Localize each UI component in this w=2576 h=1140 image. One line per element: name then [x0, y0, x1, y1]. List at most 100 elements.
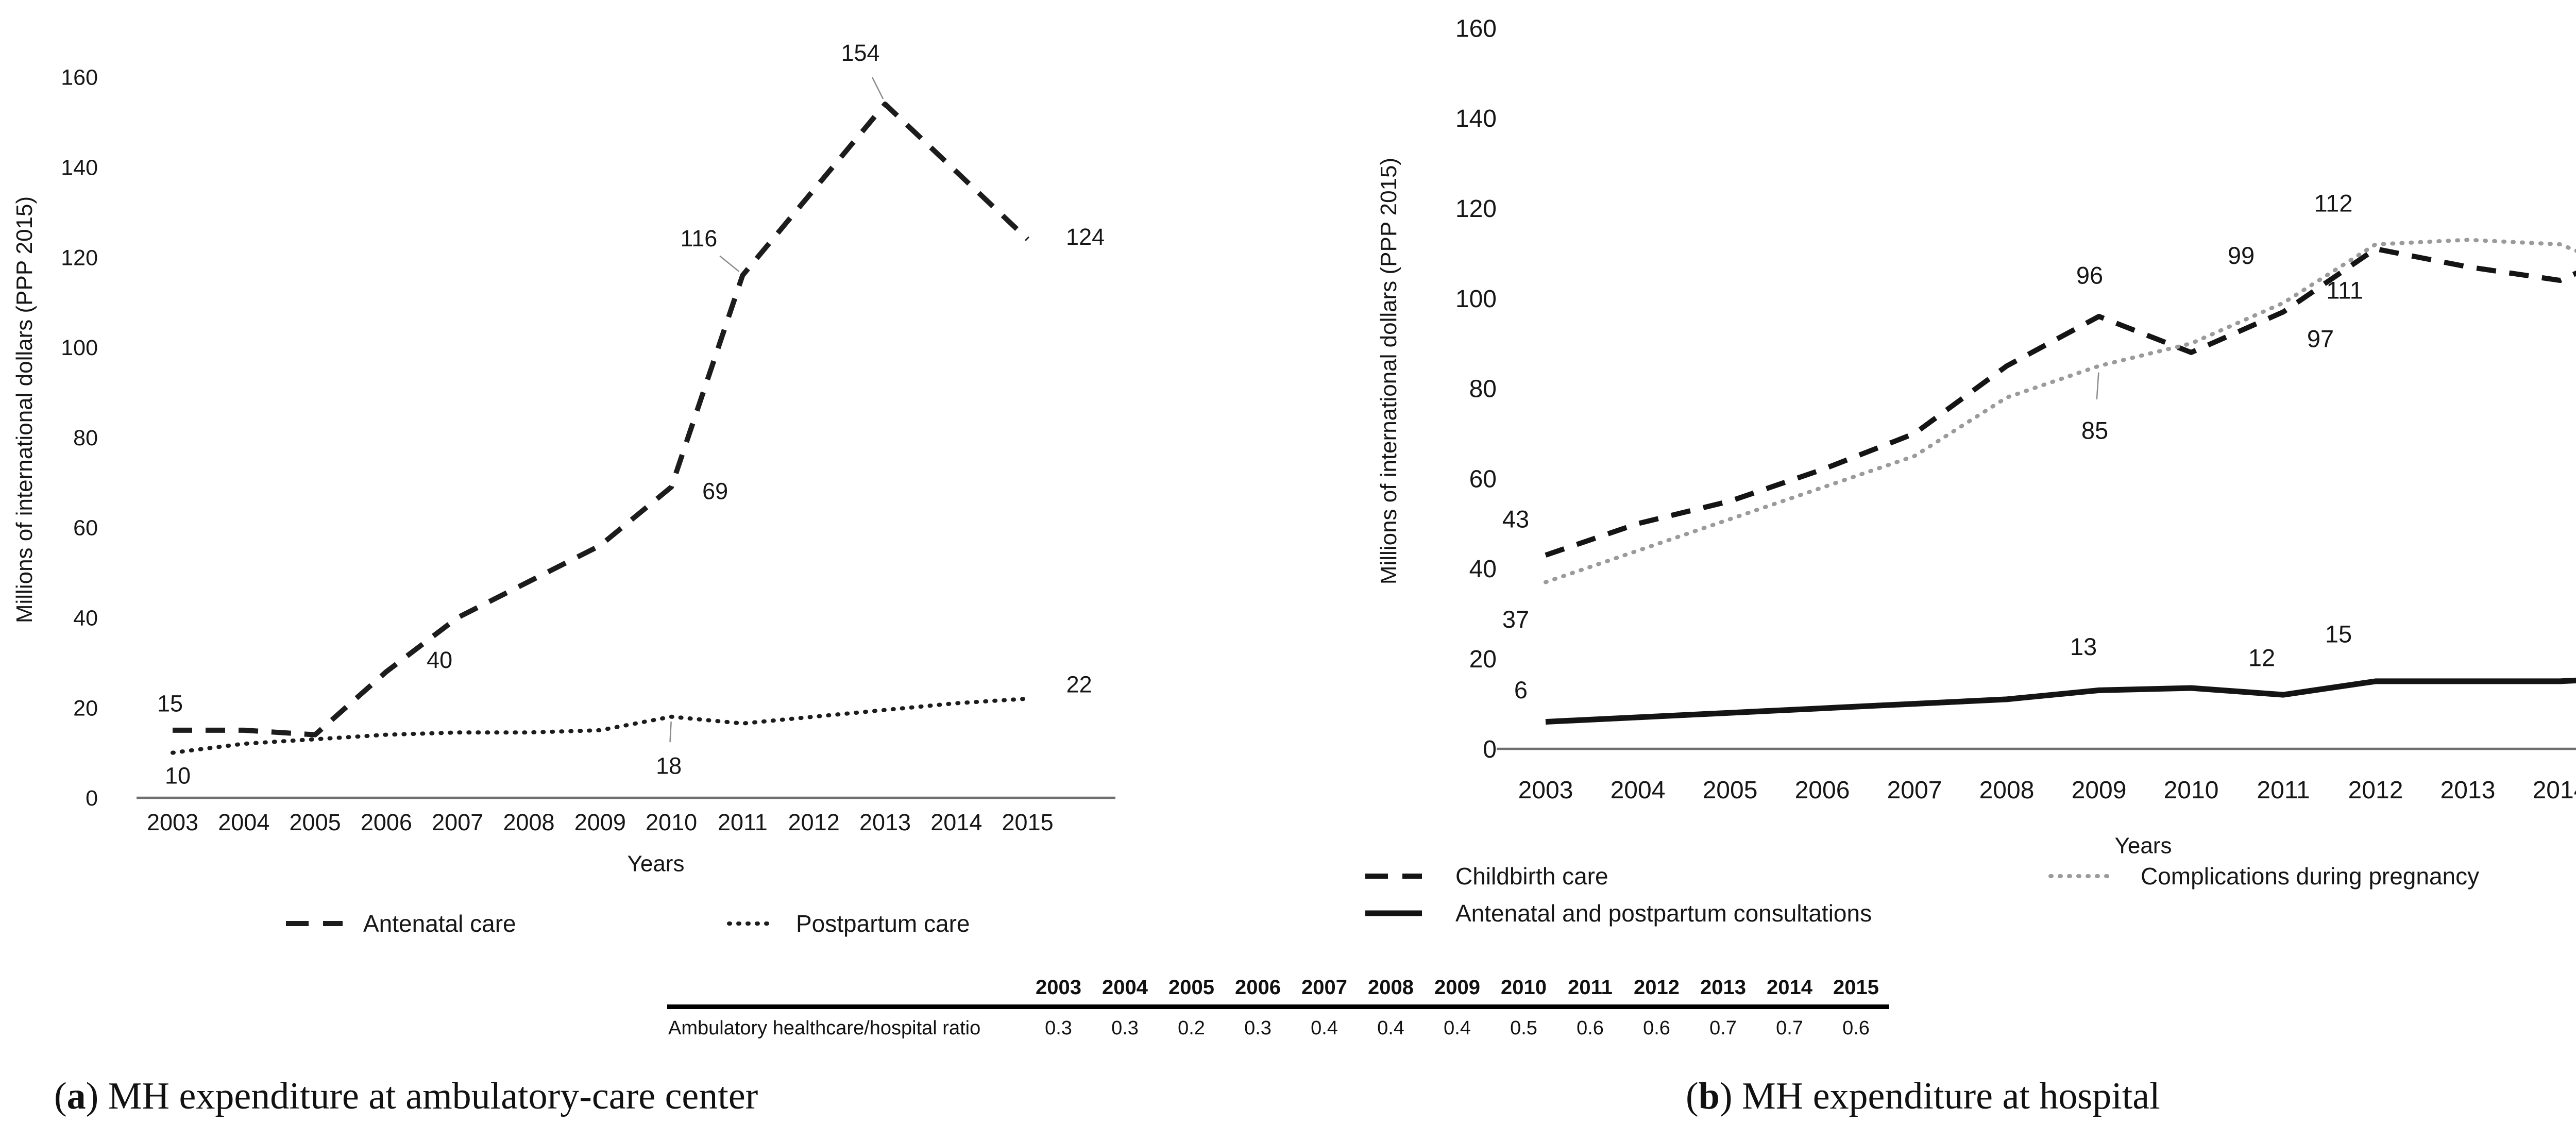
data-point-label: 116: [681, 225, 718, 252]
x-tick-label: 2005: [1703, 777, 1758, 804]
table-ratio-value: 0.7: [1776, 1017, 1803, 1039]
data-point-label: 69: [702, 478, 728, 505]
table-ratio-value: 0.3: [1111, 1017, 1139, 1039]
y-tick-label: 20: [1469, 646, 1497, 673]
x-tick-label: 2003: [1518, 777, 1573, 804]
label-leader-line: [2096, 372, 2099, 400]
x-tick-label: 2014: [2533, 777, 2576, 804]
y-tick-label: 100: [61, 336, 98, 360]
x-tick-label: 2013: [859, 809, 911, 835]
table-ratio-value: 0.4: [1377, 1017, 1404, 1039]
x-tick-label: 2006: [1795, 777, 1850, 804]
series-point-labels: 378599112104: [1502, 190, 2353, 633]
y-tick-label: 120: [61, 245, 98, 270]
data-point-label: 97: [2307, 325, 2334, 353]
caption-b-open: (: [1686, 1075, 1699, 1117]
table-ratio-value: 0.5: [1510, 1017, 1537, 1039]
x-tick-label: 2008: [1979, 777, 2035, 804]
series-line-postpartum-care: [171, 696, 1030, 755]
table-header-spacer: [667, 973, 1025, 1009]
x-tick-label: 2007: [1887, 777, 1942, 804]
data-point-label: 111: [2326, 276, 2363, 304]
data-point-label: 37: [1502, 606, 1529, 633]
x-tick-label: 2012: [788, 809, 840, 835]
x-tick-label: 2008: [503, 809, 554, 835]
y-tick-label: 40: [1469, 556, 1497, 583]
x-tick-label: 2014: [930, 809, 982, 835]
y-tick-label: 80: [73, 426, 98, 450]
x-axis-tick-labels: 2003 2004 2005 2006 2007 2008 2009 2010 2011 2012…: [147, 809, 1054, 835]
x-tick-label: 2004: [218, 809, 269, 835]
caption-a-letter: a: [66, 1075, 86, 1117]
y-axis-tick-labels: 0 20 40 60 80 100 120 140 160: [1455, 15, 1497, 763]
data-point-label: 10: [165, 762, 191, 789]
y-axis-tick-labels: 0 20 40 60 80 100 120 140 160: [61, 65, 98, 811]
y-tick-label: 60: [73, 516, 98, 541]
caption-b-text: ) MH expenditure at hospital: [1719, 1075, 2160, 1117]
table-year-header: 2004: [1092, 973, 1158, 1009]
label-leader-line: [871, 77, 884, 99]
table-year-header: 2003: [1025, 973, 1092, 1009]
data-point-label: 22: [1066, 671, 1092, 697]
x-tick-label: 2003: [147, 809, 198, 835]
x-axis-title: Years: [628, 851, 685, 876]
table-ratio-value: 0.3: [1244, 1017, 1272, 1039]
table-ratio-value: 0.6: [1842, 1017, 1870, 1039]
y-axis-title: Millions of international dollars (PPP 2…: [12, 196, 37, 623]
x-tick-label: 2005: [290, 809, 341, 835]
y-tick-label: 160: [61, 65, 98, 90]
data-point-label: 40: [427, 647, 452, 673]
caption-panel-a: (a) MH expenditure at ambulatory-care ce…: [54, 1075, 758, 1118]
table-row-label: Ambulatory healthcare/hospital ratio: [668, 1017, 981, 1039]
x-tick-label: 2007: [432, 809, 483, 835]
table-ratio-value: 0.3: [1045, 1017, 1072, 1039]
y-tick-label: 140: [1455, 105, 1497, 132]
table-ratio-value: 0.6: [1643, 1017, 1670, 1039]
legend-label: Antenatal care: [363, 910, 516, 937]
y-tick-label: 60: [1469, 465, 1497, 493]
caption-b-letter: b: [1698, 1075, 1720, 1117]
data-point-label: 18: [656, 752, 682, 779]
series-point-labels: 10 18 22: [165, 671, 1092, 789]
y-tick-label: 100: [1455, 286, 1497, 313]
table-ratio-value: 0.4: [1311, 1017, 1338, 1039]
ambulatory-hospital-ratio-table: 2003 2004 2005 2006 2007 2008 2009 2010 2011 2012…: [667, 973, 1889, 1043]
x-tick-label: 2009: [574, 809, 626, 835]
y-tick-label: 80: [1469, 376, 1497, 403]
table-ratio-value: 0.7: [1709, 1017, 1737, 1039]
y-tick-label: 140: [61, 155, 98, 180]
caption-a-open: (: [54, 1075, 67, 1117]
data-point-label: 85: [2081, 417, 2108, 444]
series-point-labels: 15 40 69 116 154 124: [157, 40, 1105, 717]
table-year-header: 2008: [1358, 973, 1424, 1009]
x-tick-label: 2009: [2072, 777, 2127, 804]
legend-label: Antenatal and postpartum consultations: [1455, 900, 1872, 927]
data-point-label: 43: [1502, 506, 1529, 533]
legend-label: Childbirth care: [1455, 863, 1608, 890]
x-axis-tick-labels: 2003 2004 2005 2006 2007 2008 2009 2010 2011 2012…: [1518, 777, 2576, 804]
data-point-label: 12: [2248, 644, 2275, 672]
data-point-label: 154: [841, 40, 879, 66]
series-point-labels: 439697111113: [1502, 261, 2363, 533]
caption-a-text: ) MH expenditure at ambulatory-care cent…: [86, 1075, 758, 1117]
table-year-header: 2014: [1756, 973, 1823, 1009]
table-year-header: 2011: [1557, 973, 1623, 1009]
y-tick-label: 0: [1483, 736, 1497, 763]
x-tick-label: 2010: [2164, 777, 2219, 804]
x-tick-label: 2015: [1002, 809, 1054, 835]
table-ratio-value: 0.2: [1178, 1017, 1205, 1039]
caption-panel-b: (b) MH expenditure at hospital: [1686, 1075, 2160, 1118]
x-tick-label: 2006: [361, 809, 412, 835]
data-point-label: 15: [2325, 620, 2352, 647]
label-leader-line: [719, 255, 740, 272]
legend: Antenatal care Postpartum care: [286, 910, 970, 937]
series-point-labels: 613121516: [1514, 620, 2352, 703]
table-ratio-value: 0.6: [1577, 1017, 1604, 1039]
x-tick-label: 2011: [2257, 777, 2310, 804]
legend: Childbirth care Complications during preg…: [1365, 863, 2479, 927]
data-point-label: 13: [2070, 633, 2097, 660]
data-point-label: 124: [1066, 224, 1105, 250]
